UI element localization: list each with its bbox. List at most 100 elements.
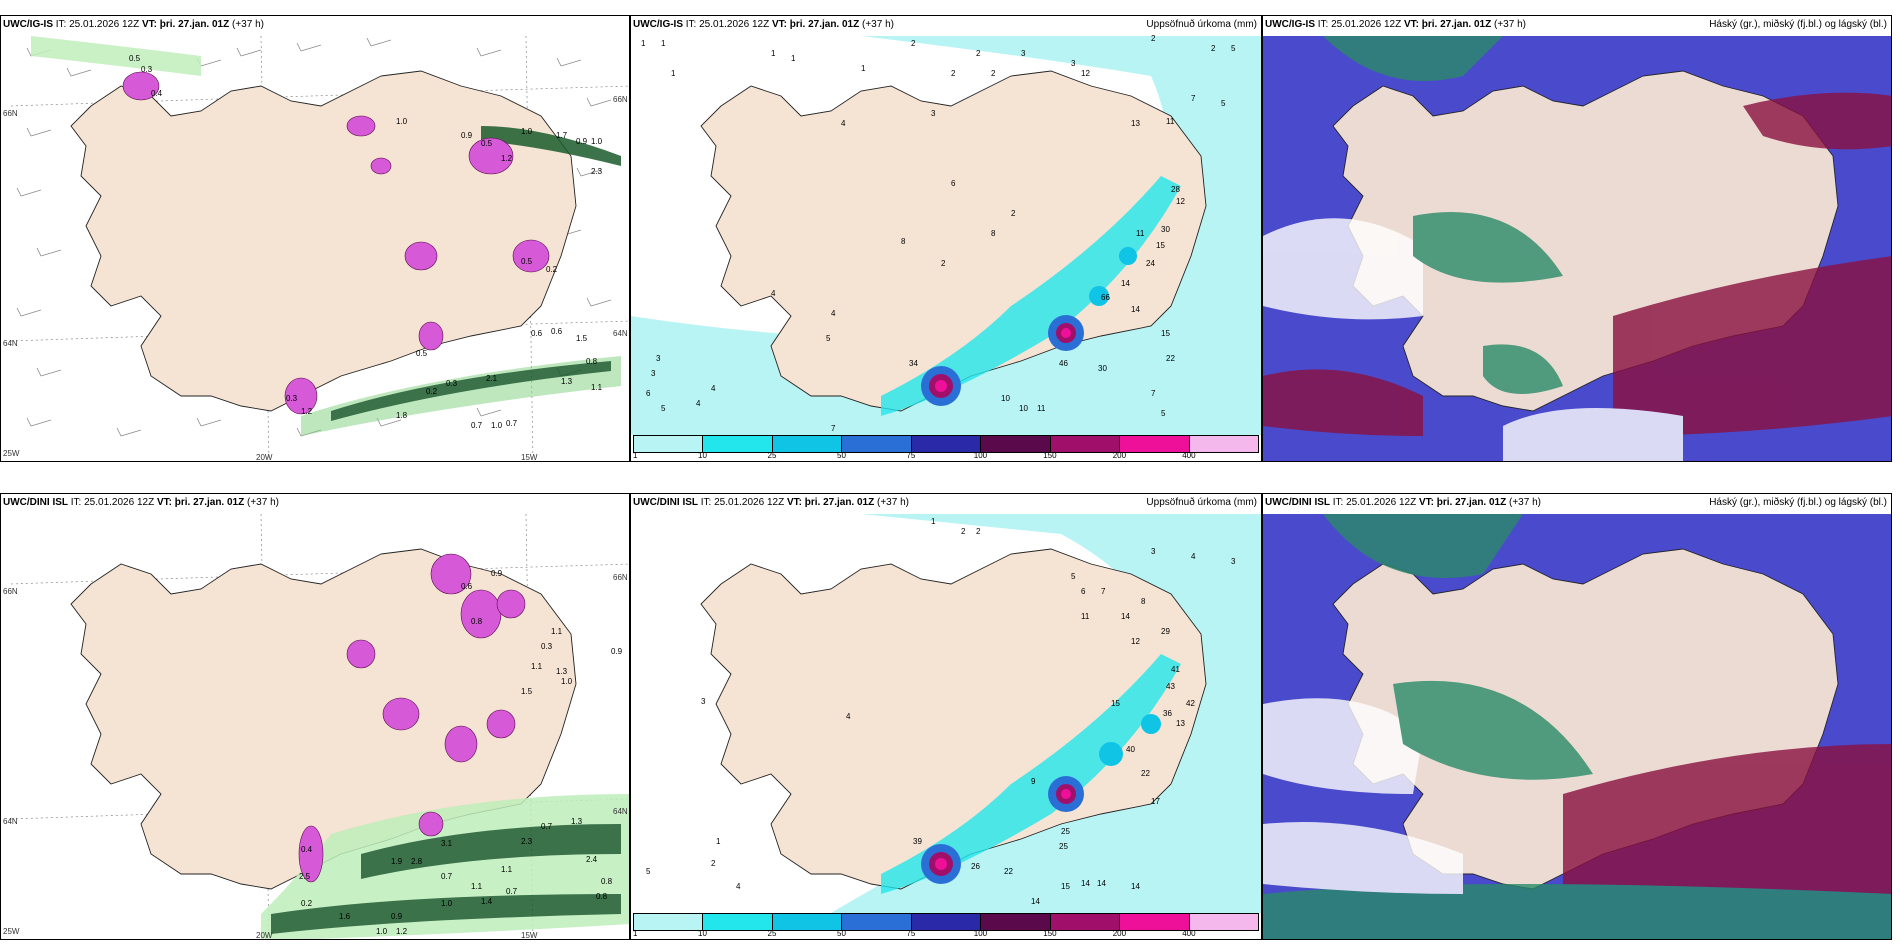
value-label: 0.8	[471, 617, 483, 626]
value-label: 66	[1101, 293, 1110, 302]
axis-label: 15W	[521, 453, 538, 462]
value-label: 1.0	[521, 127, 533, 136]
colorbar-ticks: 1 10 25 50 75 100 150 200 400	[633, 929, 1259, 939]
value-label: 22	[1141, 769, 1150, 778]
axis-label: 66N	[3, 109, 18, 118]
value-label: 1.0	[396, 117, 408, 126]
colorbar-tick: 1	[633, 451, 638, 460]
value-label: 5	[1221, 99, 1226, 108]
value-label: 30	[1161, 225, 1170, 234]
value-label: 14	[1081, 879, 1090, 888]
precip-values: 1 1 1 1 2 2 2 3 3 2 2 5 13 12 8 7 5 4 4 …	[641, 34, 1236, 433]
colorbar-ticks: 1 10 25 50 75 100 150 200 400	[633, 451, 1259, 461]
value-label: 2	[951, 69, 956, 78]
value-label: 11	[1081, 612, 1090, 621]
value-label: 15	[1161, 329, 1170, 338]
value-label: 11	[1136, 229, 1145, 238]
colorbar-swatch	[1189, 436, 1258, 452]
value-label: 10	[1001, 394, 1010, 403]
value-label: 2.8	[411, 857, 423, 866]
value-label: 1.5	[576, 334, 588, 343]
value-label: 1.1	[591, 383, 603, 392]
wind-labels: 0.5 0.3 0.4 1.0 0.5 1.2 0.9 1.0 1.7 0.9 …	[129, 54, 603, 430]
value-label: 7	[1101, 587, 1106, 596]
value-label: 5	[826, 334, 831, 343]
value-label: 13	[1176, 719, 1185, 728]
value-label: 4	[771, 289, 776, 298]
colorbar-swatch	[703, 914, 773, 930]
value-label: 4	[846, 712, 851, 721]
precip-mid-area	[881, 176, 1181, 416]
value-label: 2.3	[591, 167, 603, 176]
colorbar-tick: 150	[1043, 929, 1057, 938]
colorbar-swatch	[772, 436, 843, 452]
precip-colorbar: 1 10 25 50 75 100 150 200 400	[631, 911, 1261, 939]
value-label: 17	[1151, 797, 1160, 806]
value-label: 2	[1011, 209, 1016, 218]
value-label: 6	[1081, 587, 1086, 596]
value-label: 2.4	[586, 855, 598, 864]
value-label: 1.3	[556, 667, 568, 676]
value-label: 46	[1059, 359, 1068, 368]
value-label: 0.3	[446, 379, 458, 388]
panel-ig-clouds: UWC/IG-IS IT: 25.01.2026 12Z VT: þri. 27…	[1262, 15, 1892, 462]
value-label: 5	[1231, 44, 1236, 53]
green-precip	[31, 36, 621, 436]
colorbar-swatch	[1050, 436, 1121, 452]
value-label: 0.9	[611, 647, 623, 656]
snow-areas	[122, 71, 550, 415]
panel-title: UWC/DINI ISL IT: 25.01.2026 12Z VT: þri.…	[1265, 497, 1541, 508]
precip-max	[921, 714, 1161, 884]
value-label: 28	[1171, 185, 1180, 194]
axis-label: 64N	[3, 817, 18, 826]
axis-labels: 25W 20W 15W 66N 64N 66N 64N	[3, 573, 628, 939]
value-label: 0.2	[426, 387, 438, 396]
value-label: 41	[1171, 665, 1180, 674]
precip-map: 1 2 2 3 3 4 5 6 7 8 11 14 12 29 41 43 42…	[631, 514, 1261, 913]
colorbar-swatch	[842, 914, 912, 930]
value-label: 0.7	[441, 872, 453, 881]
precip-map: 1 1 1 1 2 2 2 3 3 2 2 5 13 12 8 7 5 4 4 …	[631, 34, 1261, 435]
value-label: 1.0	[561, 677, 573, 686]
value-label: 0.2	[546, 265, 558, 274]
value-label: 1.3	[561, 377, 573, 386]
axis-label: 20W	[256, 453, 273, 462]
value-label: 2	[911, 39, 916, 48]
colorbar-tick: 400	[1182, 451, 1196, 460]
value-label: 36	[1163, 709, 1172, 718]
panel-right-label: Uppsöfnuð úrkoma (mm)	[1146, 19, 1257, 30]
colorbar-tick: 150	[1043, 451, 1057, 460]
value-label: 4	[831, 309, 836, 318]
iceland-land	[70, 70, 577, 412]
value-label: 4	[736, 882, 741, 891]
value-label: 1.2	[501, 154, 513, 163]
value-label: 1	[861, 64, 866, 73]
value-label: 1.6	[339, 912, 351, 921]
value-label: 0.9	[576, 137, 588, 146]
value-label: 0.4	[301, 845, 313, 854]
value-label: 1.1	[471, 882, 483, 891]
value-label: 0.9	[391, 912, 403, 921]
panel-ig-precip: UWC/IG-IS IT: 25.01.2026 12Z VT: þri. 27…	[630, 15, 1262, 462]
value-label: 13	[1131, 119, 1140, 128]
cloud-map	[1263, 514, 1891, 939]
axis-labels: 25W 20W 15W 66N 64N 66N 64N	[3, 95, 628, 462]
value-label: 1.3	[571, 817, 583, 826]
value-label: 0.6	[551, 327, 563, 336]
value-label: 14	[1131, 882, 1140, 891]
value-label: 1	[671, 69, 676, 78]
value-label: 5	[1071, 572, 1076, 581]
value-label: 1.0	[376, 927, 388, 936]
colorbar-tick: 200	[1112, 451, 1127, 460]
value-label: 1	[771, 49, 776, 58]
axis-label: 64N	[613, 329, 628, 338]
value-label: 2	[1211, 44, 1216, 53]
value-label: 8	[991, 229, 996, 238]
value-label: 3	[651, 369, 656, 378]
precip-colorbar: 1 10 25 50 75 100 150 200 400	[631, 433, 1261, 461]
value-label: 1	[931, 517, 936, 526]
value-label: 3	[1151, 547, 1156, 556]
value-label: 15	[1061, 882, 1070, 891]
value-label: 14	[1097, 879, 1106, 888]
value-label: 40	[1126, 745, 1135, 754]
